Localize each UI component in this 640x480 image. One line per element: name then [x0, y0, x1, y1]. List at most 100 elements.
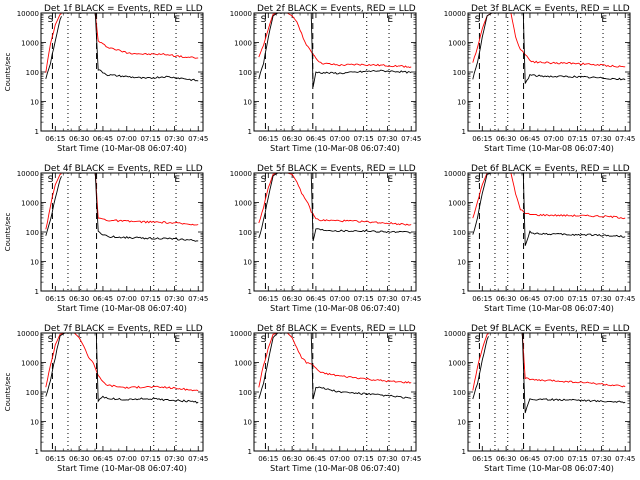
series-line-events — [472, 333, 626, 414]
x-tick-label: 07:15 — [140, 135, 160, 143]
interval-label-e: E — [387, 335, 393, 345]
y-axis-label: Counts/sec — [4, 373, 12, 412]
x-tick-label: 06:15 — [45, 295, 65, 303]
y-tick-label: 100 — [26, 229, 39, 237]
series-line-lld — [472, 333, 626, 391]
y-tick-label: 1000 — [21, 360, 39, 368]
panel-title: Det 7f BLACK = Events, RED = LLD — [44, 324, 203, 334]
y-tick-label: 1 — [35, 448, 39, 456]
y-tick-label: 1 — [248, 288, 252, 296]
interval-label-s: S — [261, 175, 267, 185]
x-tick-label: 07:00 — [330, 455, 350, 463]
x-tick-label: 07:15 — [567, 295, 587, 303]
x-tick-label: 07:15 — [140, 455, 160, 463]
y-tick-label: 1 — [462, 448, 466, 456]
y-tick-label: 10000 — [230, 330, 252, 338]
x-tick-label: 06:15 — [45, 135, 65, 143]
series-line-events — [472, 13, 626, 84]
y-tick-label: 10 — [457, 259, 466, 267]
x-tick-label: 06:45 — [93, 455, 113, 463]
y-tick-label: 1000 — [21, 200, 39, 208]
x-tick-label: 06:15 — [45, 455, 65, 463]
x-tick-label: 07:30 — [591, 135, 611, 143]
panel-title: Det 2f BLACK = Events, RED = LLD — [257, 4, 416, 14]
y-tick-label: 10 — [30, 99, 39, 107]
series-line-lld — [45, 333, 199, 392]
x-axis-label: Start Time (10-Mar-08 06:07:40) — [270, 144, 400, 153]
panel-6: Det 6f BLACK = Events, RED = LLD Start Ti… — [444, 164, 636, 313]
x-tick-label: 07:30 — [377, 295, 397, 303]
panel-1: Det 1f BLACK = Events, RED = LLD Start Ti… — [4, 4, 208, 153]
series-line-lld — [258, 333, 412, 388]
x-tick-label: 06:15 — [258, 455, 278, 463]
series-line-events — [258, 333, 412, 400]
interval-label-e: E — [174, 175, 180, 185]
panel-title: Det 1f BLACK = Events, RED = LLD — [44, 4, 203, 14]
interval-label-s: S — [261, 15, 267, 25]
x-tick-label: 07:15 — [353, 295, 373, 303]
x-tick-label: 07:45 — [188, 455, 208, 463]
x-tick-label: 06:15 — [472, 455, 492, 463]
x-tick-label: 06:45 — [306, 135, 326, 143]
series-line-events — [258, 13, 412, 88]
x-tick-label: 06:45 — [520, 135, 540, 143]
plot-frame — [467, 332, 631, 452]
plot-frame — [40, 172, 204, 292]
series-line-lld — [472, 13, 626, 68]
y-tick-label: 1000 — [448, 360, 466, 368]
y-tick-label: 100 — [453, 389, 466, 397]
x-tick-label: 06:45 — [306, 455, 326, 463]
x-tick-label: 06:45 — [306, 295, 326, 303]
y-tick-label: 1 — [248, 448, 252, 456]
interval-label-s: S — [48, 15, 54, 25]
panel-title: Det 3f BLACK = Events, RED = LLD — [471, 4, 630, 14]
x-tick-label: 07:45 — [401, 135, 421, 143]
interval-label-s: S — [48, 335, 54, 345]
y-tick-label: 1 — [462, 288, 466, 296]
plot-frame — [253, 172, 417, 292]
x-tick-label: 06:30 — [282, 135, 302, 143]
x-tick-label: 07:30 — [591, 295, 611, 303]
y-tick-label: 10000 — [17, 330, 39, 338]
y-tick-label: 10 — [243, 419, 252, 427]
y-axis-label: Counts/sec — [4, 53, 12, 92]
y-tick-label: 10000 — [444, 10, 466, 18]
x-tick-label: 06:45 — [93, 295, 113, 303]
panel-title: Det 5f BLACK = Events, RED = LLD — [257, 164, 416, 174]
x-tick-label: 07:30 — [164, 135, 184, 143]
x-axis-label: Start Time (10-Mar-08 06:07:40) — [484, 464, 614, 473]
y-tick-label: 10 — [243, 99, 252, 107]
x-axis-label: Start Time (10-Mar-08 06:07:40) — [57, 304, 187, 313]
series-line-events — [258, 173, 412, 242]
series-line-lld — [472, 173, 626, 220]
x-tick-label: 07:00 — [117, 295, 137, 303]
x-tick-label: 06:45 — [520, 295, 540, 303]
y-tick-label: 1000 — [234, 360, 252, 368]
x-tick-label: 07:45 — [615, 295, 635, 303]
x-tick-label: 07:00 — [117, 135, 137, 143]
x-tick-label: 07:30 — [377, 135, 397, 143]
x-tick-label: 07:45 — [615, 455, 635, 463]
interval-label-s: S — [261, 335, 267, 345]
interval-label-e: E — [601, 335, 607, 345]
x-tick-label: 07:45 — [401, 455, 421, 463]
x-tick-label: 06:15 — [472, 135, 492, 143]
y-axis-label: Counts/sec — [4, 213, 12, 252]
series-line-events — [472, 173, 626, 246]
y-tick-label: 100 — [239, 389, 252, 397]
interval-label-s: S — [475, 335, 481, 345]
x-tick-label: 06:30 — [282, 455, 302, 463]
series-line-lld — [45, 173, 199, 230]
panel-4: Det 4f BLACK = Events, RED = LLD Start Ti… — [4, 164, 208, 313]
series-line-lld — [258, 173, 412, 226]
interval-label-e: E — [174, 15, 180, 25]
x-axis-label: Start Time (10-Mar-08 06:07:40) — [484, 144, 614, 153]
x-axis-label: Start Time (10-Mar-08 06:07:40) — [270, 304, 400, 313]
plot-frame — [467, 172, 631, 292]
y-tick-label: 10 — [457, 419, 466, 427]
x-tick-label: 06:45 — [93, 135, 113, 143]
x-tick-label: 07:15 — [567, 455, 587, 463]
x-tick-label: 06:30 — [496, 455, 516, 463]
y-tick-label: 1000 — [448, 200, 466, 208]
